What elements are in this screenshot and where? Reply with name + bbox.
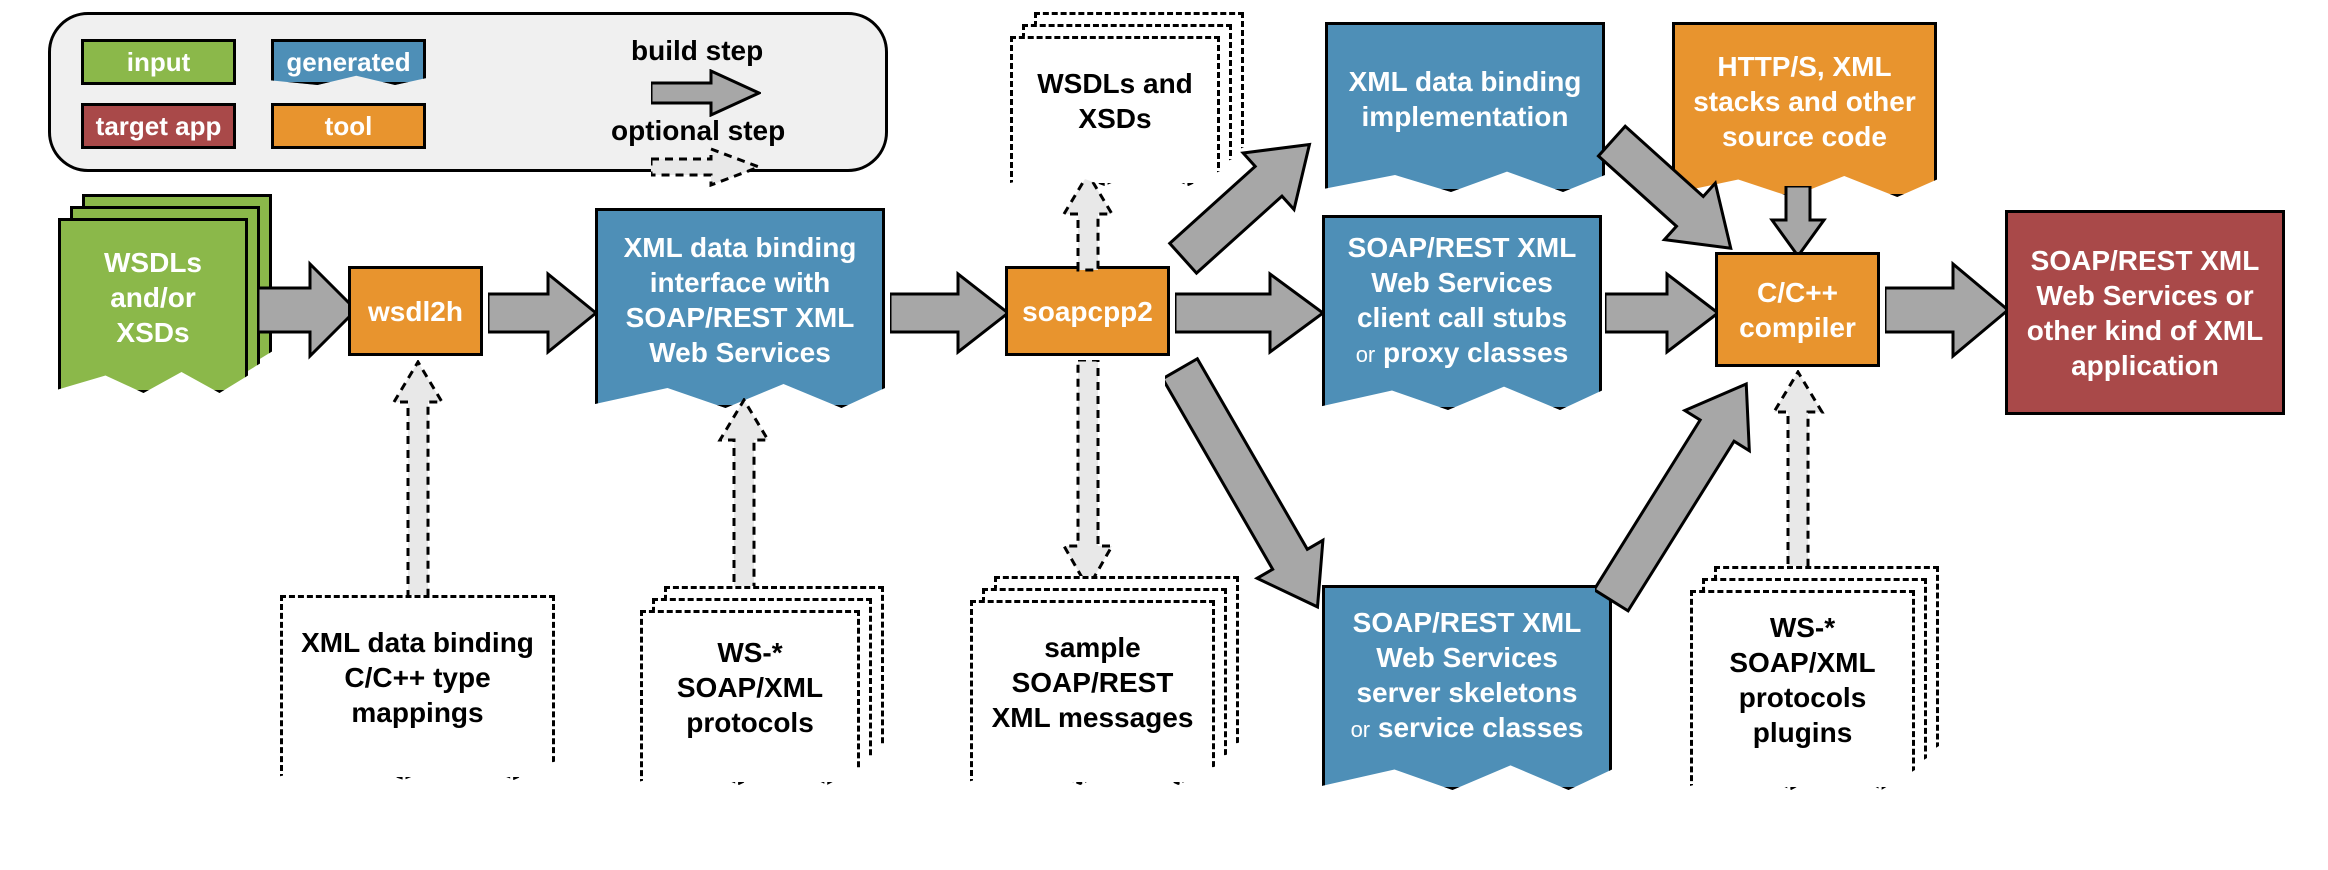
node-label: SOAP/REST XML Web Services server skelet… (1351, 605, 1584, 755)
node-server-skeletons: SOAP/REST XML Web Services server skelet… (1322, 585, 1612, 790)
node-label: sample SOAP/REST XML messages (973, 630, 1212, 755)
arrow-interface-to-soapcpp2 (890, 268, 1010, 358)
legend-optional-step-label: optional step (611, 115, 785, 147)
node-label: SOAP/REST XML Web Services client call s… (1348, 230, 1577, 380)
node-ws-protocols-note1: WS-* SOAP/XML protocols (640, 610, 860, 785)
node-xml-binding-impl: XML data binding implementation (1325, 22, 1605, 192)
node-target-app: SOAP/REST XML Web Services or other kind… (2005, 210, 2285, 415)
node-label: WSDLs and/or XSDs (77, 245, 229, 350)
node-label: WS-* SOAP/XML protocols plugins (1693, 610, 1912, 770)
node-label: SOAP/REST XML Web Services or other kind… (2008, 243, 2282, 383)
node-xml-binding-interface: XML data binding interface with SOAP/RES… (595, 208, 885, 408)
node-sample-messages-note: sample SOAP/REST XML messages (970, 600, 1215, 785)
legend-panel: input target app generated tool build st… (48, 12, 888, 172)
legend-build-step-label: build step (631, 35, 763, 67)
node-soapcpp2: soapcpp2 (1005, 266, 1170, 356)
legend-label: target app (96, 111, 222, 142)
node-compiler: C/C++ compiler (1715, 252, 1880, 367)
node-label: wsdl2h (368, 294, 463, 329)
node-wsdls-xsds-input: WSDLs and/or XSDs (58, 218, 248, 393)
arrow-input-to-wsdl2h (258, 258, 358, 362)
legend-build-step-arrow-icon (651, 69, 761, 117)
node-client-stubs: SOAP/REST XML Web Services client call s… (1322, 215, 1602, 410)
arrow-soapcpp2-to-sample-messages (1060, 360, 1116, 590)
legend-chip-input: input (81, 39, 236, 85)
node-label: XML data binding interface with SOAP/RES… (614, 230, 866, 370)
arrow-wsdl2h-to-interface (488, 268, 598, 358)
node-type-mappings-note: XML data binding C/C++ type mappings (280, 595, 555, 780)
node-label: soapcpp2 (1022, 294, 1153, 329)
arrow-ws-protocols1-to-interface (716, 398, 772, 598)
legend-label: input (127, 47, 191, 78)
arrow-http-stacks-to-compiler (1768, 186, 1828, 258)
arrow-client-stubs-to-compiler (1605, 268, 1720, 358)
arrow-compiler-to-target-app (1885, 258, 2010, 362)
legend-label: generated (286, 47, 410, 78)
arrow-ws-protocols-plugins-to-compiler (1770, 370, 1826, 580)
node-label: C/C++ compiler (1718, 275, 1877, 345)
node-ws-protocols-plugins-note: WS-* SOAP/XML protocols plugins (1690, 590, 1915, 790)
legend-optional-step-arrow-icon (651, 147, 761, 187)
legend-label: tool (325, 111, 373, 142)
arrow-soapcpp2-to-wsdls-xsds-out (1060, 172, 1116, 272)
node-label: XML data binding C/C++ type mappings (283, 625, 552, 750)
legend-chip-generated: generated (271, 39, 426, 85)
node-label: XML data binding implementation (1344, 64, 1586, 134)
legend-chip-tool: tool (271, 103, 426, 149)
arrow-type-mappings-to-wsdl2h (390, 360, 446, 600)
legend-chip-target-app: target app (81, 103, 236, 149)
node-wsdl2h: wsdl2h (348, 266, 483, 356)
arrow-soapcpp2-to-impl (1165, 118, 1335, 278)
node-label: WS-* SOAP/XML protocols (643, 635, 857, 760)
